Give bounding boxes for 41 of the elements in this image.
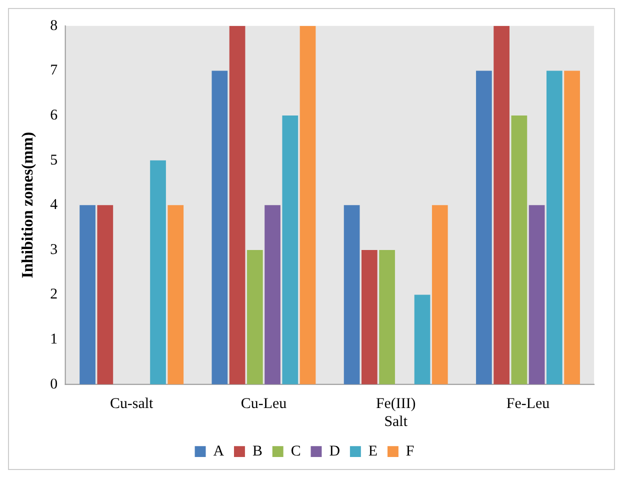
y-tick-label: 4 [50, 197, 58, 214]
y-tick-label: 5 [50, 152, 58, 168]
legend-label: C [290, 444, 301, 460]
x-tick-label: Cu-Leu [240, 396, 288, 412]
bar [150, 160, 166, 384]
legend-label: E [368, 444, 378, 460]
legend-label: F [406, 444, 414, 460]
legend-label: A [213, 444, 224, 460]
x-tick-label: Fe-Leu [506, 396, 550, 412]
y-tick-label: 8 [50, 18, 58, 34]
legend-label: D [329, 444, 340, 460]
bar [97, 205, 114, 384]
y-tick-label: 1 [50, 331, 58, 348]
y-tick-label: 3 [50, 242, 58, 258]
bar [476, 70, 492, 384]
bar [246, 250, 263, 384]
bar [282, 116, 298, 384]
bar [344, 205, 360, 384]
bar [546, 70, 562, 384]
bar [264, 205, 280, 384]
bar [168, 205, 184, 384]
bar [212, 70, 228, 384]
bar [511, 116, 528, 384]
bar [494, 26, 510, 384]
y-tick-label: 6 [50, 107, 58, 124]
x-tick-label: Cu-salt [110, 396, 154, 412]
bar [528, 205, 545, 384]
legend-label: B [252, 444, 262, 460]
bar [432, 205, 448, 384]
x-tick-label: Fe(III) Salt [376, 396, 416, 430]
bar [414, 294, 430, 384]
bar [229, 26, 246, 384]
bar [564, 70, 580, 384]
bar [80, 205, 96, 384]
y-tick-label: 0 [50, 376, 58, 392]
y-tick-label: 7 [50, 62, 58, 79]
y-tick-label: 2 [50, 286, 58, 303]
bar [362, 250, 378, 384]
bar [379, 250, 395, 384]
y-axis-title: Inhibition zones(mm) [20, 132, 37, 278]
bar [300, 26, 316, 384]
